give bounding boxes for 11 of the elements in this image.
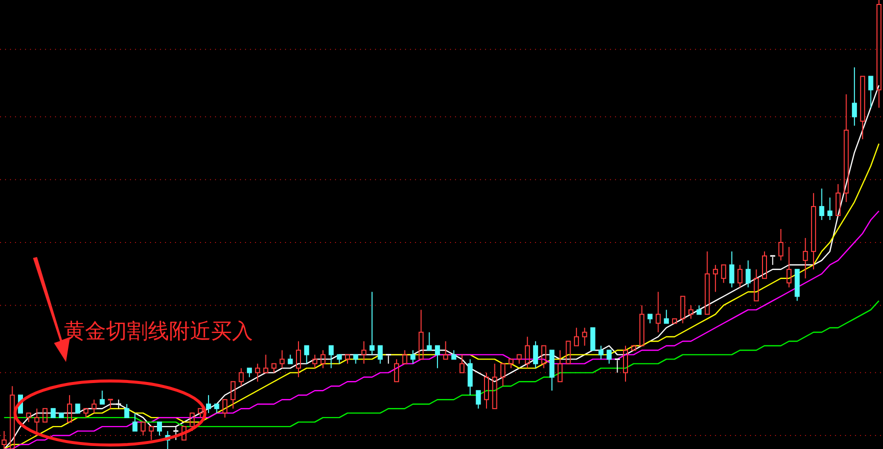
candlestick [34,408,40,436]
candlestick [2,430,7,449]
candlestick [296,340,301,378]
annotation: 黄金切割线附近买入 [64,319,253,343]
candlestick [656,291,661,333]
candlestick [802,237,808,279]
candlestick [876,0,882,108]
candlestick [844,94,849,203]
candlestick [361,340,366,364]
candlestick [811,192,816,270]
candlestick [852,66,857,126]
